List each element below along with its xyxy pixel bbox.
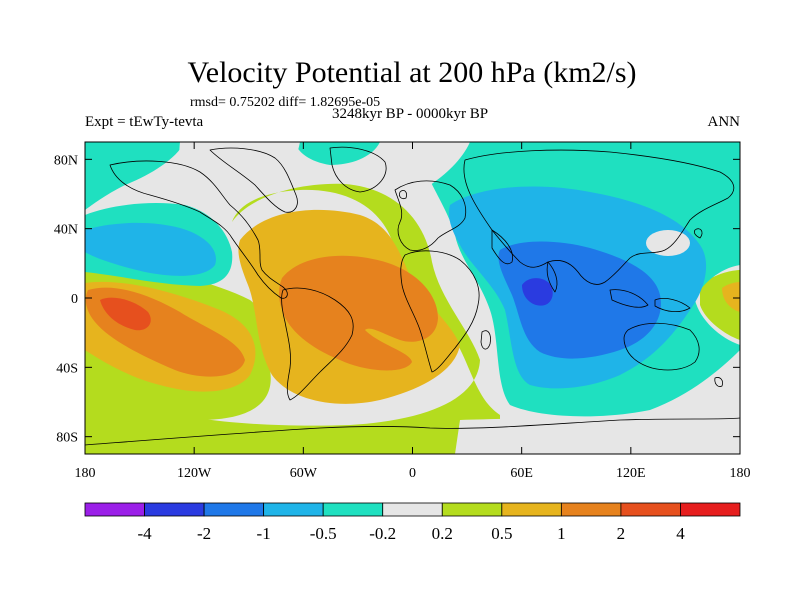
colorbar-swatch (203, 502, 265, 517)
colorbar-swatch (501, 502, 562, 517)
region-indo-pacific-blue (498, 241, 661, 359)
region-indian-ocean-darkblue (522, 278, 553, 306)
colorbar-label: -2 (197, 524, 211, 543)
y-tick-label: 80S (56, 431, 78, 446)
y-tick-label: 40N (54, 223, 78, 238)
colorbar-label: 0.5 (491, 524, 512, 543)
colorbar-label: -1 (257, 524, 271, 543)
coastlines (85, 146, 740, 446)
y-tick-label: 40S (56, 361, 78, 376)
x-tick-label: 60E (510, 466, 533, 481)
region-pacific-lightblue (85, 222, 216, 276)
colorbar-swatch (620, 502, 681, 517)
colorbar-swatch (680, 502, 741, 517)
x-tick-label: 0 (409, 466, 416, 481)
region-japan-neutral (646, 230, 690, 256)
colorbar-label: 2 (617, 524, 626, 543)
x-tick-label: 60W (290, 466, 318, 481)
colorbar-swatch (441, 502, 503, 517)
y-tick-label: 80N (54, 153, 78, 168)
region-atlantic-dark-orange (279, 255, 438, 371)
season-label: ANN (708, 114, 741, 130)
region-arctic-neutral (380, 142, 470, 185)
colorbar-swatch (322, 502, 384, 517)
chart-title: Velocity Potential at 200 hPa (km2/s) (187, 56, 636, 89)
x-tick-label: 120W (177, 466, 212, 481)
colorbar-label: 4 (676, 524, 685, 543)
region-south-pacific-red (100, 297, 151, 331)
colorbar-swatch (382, 502, 443, 517)
x-tick-label: 120E (616, 466, 646, 481)
region-east-edge-orange (722, 282, 740, 312)
colorbar-label: 1 (557, 524, 566, 543)
y-tick-label: 0 (71, 292, 78, 307)
map-plot (85, 142, 740, 454)
colorbar-label: -0.5 (310, 524, 337, 543)
x-tick-label: 180 (75, 466, 96, 481)
colorbar: -4 -2 -1 -0.5 -0.2 0.2 0.5 1 2 4 (84, 502, 741, 543)
y-axis: 80N 40N 0 40S 80S (54, 153, 740, 446)
x-axis: 180 120W 60W 0 60E 120E 180 (75, 142, 751, 481)
colorbar-swatch (560, 502, 622, 517)
colorbar-label: 0.2 (432, 524, 453, 543)
colorbar-swatch (84, 502, 145, 517)
region-north-pacific-cyan (85, 142, 185, 210)
colorbar-label: -4 (137, 524, 152, 543)
region-high-latitude-neutral (179, 142, 300, 197)
colorbar-swatch (144, 502, 205, 517)
x-tick-label: 180 (730, 466, 751, 481)
period-label: 3248kyr BP - 0000kyr BP (332, 106, 488, 122)
colorbar-label: -0.2 (369, 524, 396, 543)
stats-label: rmsd= 0.75202 diff= 1.82695e-05 (190, 95, 380, 110)
experiment-label: Expt = tEwTy-tevta (85, 114, 204, 130)
colorbar-swatch (263, 502, 324, 517)
region-southern-ocean-neutral (455, 405, 740, 454)
region-north-atlantic-cyan (295, 142, 380, 165)
